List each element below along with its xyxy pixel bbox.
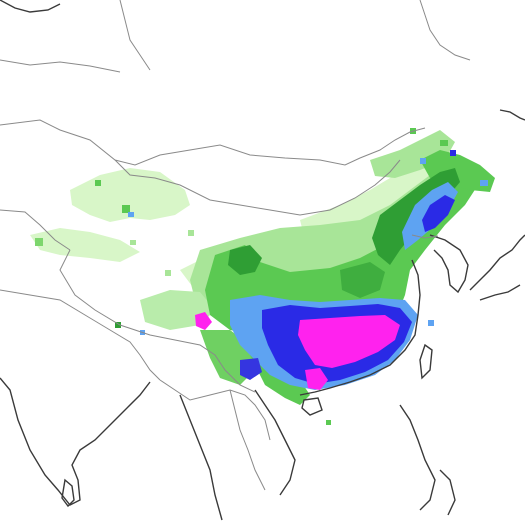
coastline-philippines [399, 404, 436, 511]
precip-speckles [35, 128, 488, 425]
coastline-top-left [0, 0, 61, 13]
speckle [480, 180, 488, 186]
precip-dark-green-3 [340, 262, 385, 298]
border-east [0, 59, 121, 73]
speckle [115, 322, 121, 328]
speckle [130, 240, 136, 245]
speckle [326, 420, 331, 425]
precip-magenta-west [195, 312, 212, 330]
speckle [95, 180, 101, 186]
coastline-philippines2 [439, 469, 456, 516]
coastline-korea [429, 234, 469, 294]
border-kazakh [0, 209, 71, 251]
coastline-china-south [299, 259, 421, 396]
border-korea-china [411, 234, 439, 239]
coastline-india [0, 377, 151, 506]
precip-very-light-west2 [30, 228, 140, 262]
coastline-vietnam [254, 389, 296, 496]
coastline-top-right [499, 109, 525, 121]
speckle [420, 158, 426, 164]
speckle [128, 212, 134, 217]
speckle [122, 205, 130, 213]
coastline-japan [469, 234, 525, 291]
speckle [450, 150, 456, 156]
precip-dark-green-2 [228, 245, 262, 275]
coastline-sri-lanka [61, 478, 75, 508]
border-top-right [419, 0, 471, 61]
precip-blue-west [240, 358, 262, 380]
country-borders [0, 0, 471, 491]
speckle [440, 140, 448, 146]
border-laos [229, 389, 266, 491]
precip-green-north-band [420, 150, 495, 192]
border-mongolia [114, 159, 401, 216]
precip-light-green-ne [370, 130, 455, 178]
coastline-hainan [301, 397, 323, 416]
border-top-left [119, 0, 151, 71]
coastline-indochina [179, 394, 223, 521]
speckle [428, 320, 434, 326]
border-china-west [59, 249, 256, 393]
speckle [188, 230, 194, 236]
precip-magenta [298, 315, 400, 368]
precip-blue-ne [422, 195, 455, 232]
coastline-taiwan [419, 343, 433, 380]
border-himalaya [0, 289, 161, 381]
speckle [165, 270, 171, 276]
coastline-japan2 [479, 284, 521, 301]
precip-very-light-north [300, 150, 470, 245]
border-russia-china-west [0, 119, 426, 166]
precipitation-layer [30, 128, 495, 425]
precip-green [205, 175, 478, 335]
speckle [35, 238, 43, 246]
precip-magenta-south [305, 368, 328, 390]
